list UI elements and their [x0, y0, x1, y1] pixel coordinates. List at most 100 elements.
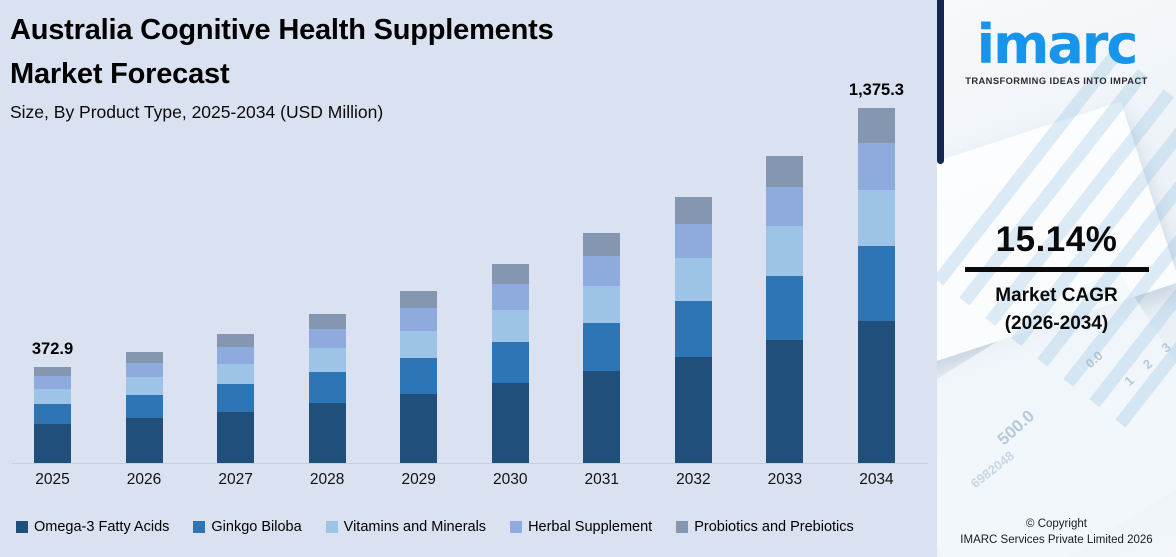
bar-segment-vitamins-and-minerals: [583, 286, 621, 323]
side-panel: 500.0 0.0 1 2 3 4 6982048 imarc TRANSFOR…: [937, 0, 1176, 557]
bar-segment-herbal-supplement: [308, 329, 346, 349]
bar-segment-vitamins-and-minerals: [491, 309, 529, 342]
bar-segment-omega-3-fatty-acids: [217, 411, 255, 463]
bar-segment-omega-3-fatty-acids: [583, 371, 621, 463]
legend-item-omega-3-fatty-acids: Omega-3 Fatty Acids: [16, 519, 169, 535]
bar-value-label-2034: 1,375.3: [848, 81, 904, 99]
imarc-logo-tagline: TRANSFORMING IDEAS INTO IMPACT: [965, 76, 1148, 86]
bar-segment-vitamins-and-minerals: [400, 330, 438, 359]
bar-segment-omega-3-fatty-acids: [400, 394, 438, 463]
x-tick-2027: 2027: [218, 471, 253, 488]
bar-segment-probiotics-and-prebiotics: [583, 233, 621, 257]
bar-segment-vitamins-and-minerals: [217, 363, 255, 385]
x-tick-2033: 2033: [767, 471, 803, 488]
plot-area: 2025 372.9 2026 2027 2028 2029 2030 2031 2032 203…: [12, 81, 928, 488]
panel-accent-strip: [937, 0, 944, 164]
bar-segment-probiotics-and-prebiotics: [857, 108, 895, 144]
bar-segment-ginkgo-biloba: [308, 372, 346, 404]
bar-segment-omega-3-fatty-acids: [308, 403, 346, 463]
bar-segment-ginkgo-biloba: [857, 246, 895, 321]
legend-item-vitamins-and-minerals: Vitamins and Minerals: [325, 519, 487, 535]
cagr-value: 15.14%: [995, 220, 1118, 259]
bar-segment-herbal-supplement: [400, 308, 438, 331]
bar-2033: [766, 155, 804, 463]
legend-label-probiotics-and-prebiotics: Probiotics and Prebiotics: [694, 519, 854, 535]
bar-segment-ginkgo-biloba: [674, 300, 712, 357]
legend-swatch-probiotics-and-prebiotics: [676, 521, 689, 533]
bar-2028: [308, 314, 346, 463]
bar-segment-herbal-supplement: [217, 347, 255, 364]
cagr-underline: [964, 267, 1149, 272]
bar-segment-omega-3-fatty-acids: [766, 340, 804, 463]
bar-segment-herbal-supplement: [766, 186, 804, 227]
bar-segment-ginkgo-biloba: [491, 341, 529, 384]
x-tick-2028: 2028: [309, 471, 345, 488]
x-tick-2030: 2030: [493, 471, 528, 488]
title-block: Australia Cognitive Health Supplements M…: [10, 8, 870, 123]
bar-segment-probiotics-and-prebiotics: [491, 264, 529, 285]
bar-segment-ginkgo-biloba: [125, 395, 163, 419]
legend-label-herbal-supplement: Herbal Supplement: [528, 519, 653, 535]
bar-segment-omega-3-fatty-acids: [34, 424, 71, 463]
bar-segment-herbal-supplement: [674, 223, 712, 259]
bar-segment-vitamins-and-minerals: [766, 226, 804, 276]
bar-segment-probiotics-and-prebiotics: [34, 366, 71, 377]
legend-label-vitamins-and-minerals: Vitamins and Minerals: [343, 519, 487, 535]
page-subtitle: Size, By Product Type, 2025-2034 (USD Mi…: [10, 102, 384, 122]
bar-2027: [217, 334, 255, 463]
copyright-line1: © Copyright: [1026, 518, 1087, 530]
bar-segment-ginkgo-biloba: [766, 275, 804, 341]
bar-segment-omega-3-fatty-acids: [125, 418, 163, 463]
legend-swatch-vitamins-and-minerals: [325, 521, 338, 533]
legend-label-omega-3-fatty-acids: Omega-3 Fatty Acids: [34, 519, 170, 535]
bar-2032: [674, 197, 712, 463]
legend-item-probiotics-and-prebiotics: Probiotics and Prebiotics: [676, 519, 854, 535]
bar-segment-herbal-supplement: [125, 362, 163, 378]
bar-2031: [583, 233, 621, 463]
copyright-notice: © Copyright IMARC Services Private Limit…: [937, 516, 1176, 548]
imarc-logo: imarc TRANSFORMING IDEAS INTO IMPACT: [937, 13, 1176, 87]
bar-value-label-2025: 372.9: [31, 339, 74, 358]
copyright-line2: IMARC Services Private Limited 2026: [960, 534, 1153, 546]
bar-2029: [400, 291, 438, 463]
bar-2026: [125, 351, 163, 463]
x-tick-2026: 2026: [126, 471, 162, 488]
legend-label-ginkgo-biloba: Ginkgo Biloba: [211, 519, 302, 535]
legend-item-ginkgo-biloba: Ginkgo Biloba: [193, 519, 302, 535]
x-tick-2032: 2032: [676, 471, 711, 488]
chart-legend: Omega-3 Fatty Acids Ginkgo Biloba Vitamins…: [16, 519, 931, 535]
cagr-block: 15.14% Market CAGR (2026-2034): [937, 220, 1176, 338]
legend-item-herbal-supplement: Herbal Supplement: [510, 519, 652, 535]
bar-segment-vitamins-and-minerals: [125, 377, 163, 396]
page-title-line2: Market Forecast: [10, 58, 230, 90]
bar-segment-herbal-supplement: [491, 284, 529, 310]
imarc-logo-text: imarc: [976, 13, 1139, 76]
bar-segment-ginkgo-biloba: [583, 322, 621, 372]
bar-segment-probiotics-and-prebiotics: [308, 314, 346, 330]
bar-segment-vitamins-and-minerals: [34, 388, 71, 405]
bar-segment-ginkgo-biloba: [34, 404, 71, 425]
cagr-label-line1: Market CAGR: [995, 285, 1118, 306]
bar-2034: [857, 108, 895, 463]
bar-2025: [34, 366, 71, 463]
bar-segment-probiotics-and-prebiotics: [217, 334, 255, 348]
chart-section: Australia Cognitive Health Supplements M…: [10, 8, 931, 535]
bar-segment-omega-3-fatty-acids: [674, 356, 712, 463]
bar-segment-ginkgo-biloba: [400, 358, 438, 395]
bar-segment-probiotics-and-prebiotics: [674, 197, 712, 224]
bar-segment-herbal-supplement: [583, 256, 621, 287]
bar-segment-ginkgo-biloba: [217, 384, 255, 412]
bar-segment-vitamins-and-minerals: [308, 348, 346, 373]
x-tick-2029: 2029: [401, 471, 436, 488]
bar-segment-herbal-supplement: [857, 143, 895, 190]
x-tick-2025: 2025: [35, 471, 70, 488]
bar-segment-omega-3-fatty-acids: [857, 320, 895, 463]
bar-segment-vitamins-and-minerals: [674, 258, 712, 301]
bar-segment-probiotics-and-prebiotics: [400, 291, 438, 309]
bar-segment-herbal-supplement: [34, 376, 71, 389]
bar-segment-probiotics-and-prebiotics: [766, 155, 804, 187]
bar-segment-omega-3-fatty-acids: [491, 383, 529, 463]
legend-swatch-ginkgo-biloba: [193, 521, 206, 533]
x-axis-line: [12, 463, 928, 464]
